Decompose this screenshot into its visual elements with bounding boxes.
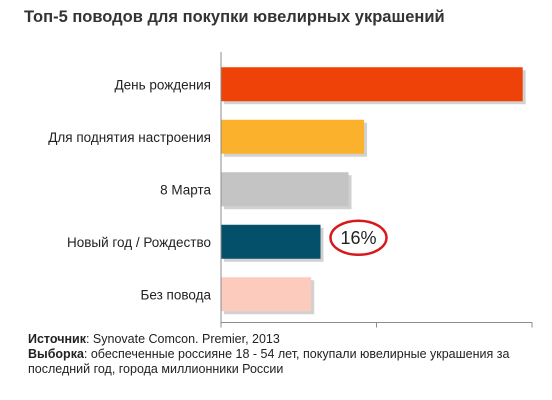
category-label: Без повода (141, 287, 212, 302)
callout-value: 16% (341, 228, 377, 248)
category-label: Для поднятия настроения (48, 130, 211, 145)
source-line: Источник: Synovate Comcon. Premier, 2013 (28, 332, 528, 347)
sample-text: : обеспеченные россияне 18 - 54 лет, пок… (28, 347, 510, 376)
sample-label: Выборка (28, 347, 84, 361)
category-label: День рождения (115, 77, 211, 92)
source-text: : Synovate Comcon. Premier, 2013 (85, 332, 280, 346)
callout-ring (329, 219, 388, 256)
source-label: Источник (28, 332, 86, 346)
sample-line: Выборка: обеспеченные россияне 18 - 54 л… (28, 347, 528, 377)
bar (221, 277, 312, 312)
bar (221, 119, 365, 154)
x-axis: 02550 (220, 52, 533, 328)
category-label: Новый год / Рождество (67, 235, 211, 250)
bar (221, 224, 321, 259)
footer-notes: Источник: Synovate Comcon. Premier, 2013… (28, 332, 528, 377)
chart-title: Топ-5 поводов для покупки ювелирных укра… (24, 8, 445, 26)
category-label: 8 Марта (160, 182, 211, 197)
bar (221, 172, 349, 207)
bar (221, 67, 523, 102)
category-labels: День рождения Для поднятия настроения 8 Ма… (48, 77, 211, 302)
bars-layer (221, 67, 526, 315)
callout-annotation: 16% (329, 219, 388, 256)
bar-chart: День рождения Для поднятия настроения 8 Ма… (48, 52, 533, 328)
